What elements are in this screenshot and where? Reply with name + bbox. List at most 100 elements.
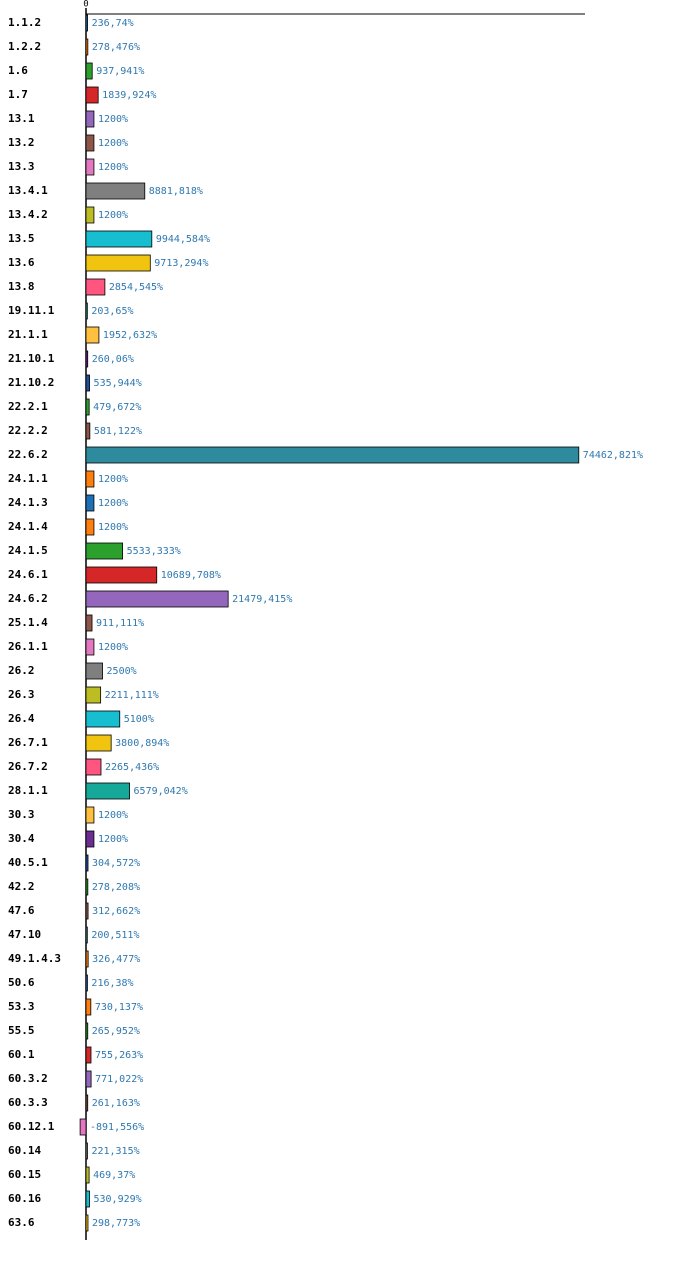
- value-label: 10689,708%: [161, 570, 221, 581]
- category-label: 60.3.2: [8, 1072, 48, 1085]
- value-label: 911,111%: [96, 618, 144, 629]
- category-label: 22.6.2: [8, 448, 48, 461]
- bar: [85, 854, 89, 872]
- category-label: 24.1.1: [8, 472, 48, 485]
- category-label: 42.2: [8, 880, 35, 893]
- category-label: 53.3: [8, 1000, 35, 1013]
- bar: [85, 542, 124, 560]
- value-label: 1200%: [98, 114, 128, 125]
- value-label: 2211,111%: [105, 690, 159, 701]
- bar: [85, 974, 88, 992]
- value-label: 216,38%: [91, 978, 133, 989]
- value-label: 771,022%: [95, 1074, 143, 1085]
- category-label: 60.16: [8, 1192, 41, 1205]
- category-label: 26.3: [8, 688, 35, 701]
- value-label: 937,941%: [96, 66, 144, 77]
- bar: [85, 782, 130, 800]
- category-label: 63.6: [8, 1216, 35, 1229]
- value-label: 479,672%: [93, 402, 141, 413]
- value-label: 581,122%: [94, 426, 142, 437]
- value-label: 1200%: [98, 642, 128, 653]
- bar: [85, 86, 99, 104]
- value-label: 1200%: [98, 474, 128, 485]
- bar: [85, 878, 89, 896]
- category-label: 25.1.4: [8, 616, 48, 629]
- bar: [85, 494, 95, 512]
- bar: [85, 182, 146, 200]
- value-label: 2500%: [107, 666, 137, 677]
- bar: [85, 134, 95, 152]
- value-label: 6579,042%: [134, 786, 188, 797]
- value-label: 74462,821%: [583, 450, 643, 461]
- bar: [85, 518, 95, 536]
- bar: [85, 158, 95, 176]
- category-label: 1.7: [8, 88, 28, 101]
- category-label: 1.1.2: [8, 16, 41, 29]
- value-label: 1952,632%: [103, 330, 157, 341]
- bar: [85, 1022, 89, 1040]
- bar: [85, 1142, 88, 1160]
- category-label: 21.10.1: [8, 352, 55, 365]
- value-label: 260,06%: [92, 354, 134, 365]
- value-label: 530,929%: [94, 1194, 142, 1205]
- bar: [85, 398, 90, 416]
- category-label: 24.6.2: [8, 592, 48, 605]
- category-label: 13.5: [8, 232, 35, 245]
- value-label: 1200%: [98, 810, 128, 821]
- category-label: 19.11.1: [8, 304, 55, 317]
- category-label: 1.6: [8, 64, 28, 77]
- bar: [85, 230, 153, 248]
- value-label: 278,476%: [92, 42, 140, 53]
- bar: [85, 38, 89, 56]
- value-label: 278,208%: [92, 882, 140, 893]
- bar: [85, 638, 95, 656]
- value-label: 326,477%: [92, 954, 140, 965]
- value-label: 730,137%: [95, 1002, 143, 1013]
- bar: [85, 1166, 90, 1184]
- value-label: 298,773%: [92, 1218, 140, 1229]
- bar: [85, 566, 158, 584]
- category-label: 60.12.1: [8, 1120, 55, 1133]
- bar: [85, 470, 95, 488]
- category-label: 50.6: [8, 976, 35, 989]
- category-label: 28.1.1: [8, 784, 48, 797]
- category-label: 13.3: [8, 160, 35, 173]
- value-label: 755,263%: [95, 1050, 143, 1061]
- category-label: 13.4.2: [8, 208, 48, 221]
- category-label: 26.1.1: [8, 640, 48, 653]
- value-label: 200,511%: [91, 930, 139, 941]
- value-label: 5533,333%: [127, 546, 181, 557]
- value-label: 2854,545%: [109, 282, 163, 293]
- value-label: 221,315%: [91, 1146, 139, 1157]
- value-label: 1200%: [98, 522, 128, 533]
- bar: [85, 614, 93, 632]
- bar: [85, 422, 91, 440]
- value-label: 1200%: [98, 138, 128, 149]
- bar: [85, 1070, 92, 1088]
- bar: [85, 302, 88, 320]
- category-label: 60.1: [8, 1048, 35, 1061]
- category-label: 26.4: [8, 712, 35, 725]
- value-label: 1200%: [98, 210, 128, 221]
- value-label: 236,74%: [92, 18, 134, 29]
- bar: [85, 1214, 89, 1232]
- value-label: 8881,818%: [149, 186, 203, 197]
- category-label: 21.1.1: [8, 328, 48, 341]
- bar: [85, 710, 121, 728]
- bar: [79, 1118, 87, 1136]
- category-label: 60.14: [8, 1144, 41, 1157]
- value-label: 3800,894%: [115, 738, 169, 749]
- value-label: 265,952%: [92, 1026, 140, 1037]
- bar: [85, 758, 102, 776]
- value-label: 535,944%: [94, 378, 142, 389]
- category-label: 24.6.1: [8, 568, 48, 581]
- bar: [85, 278, 106, 296]
- category-label: 60.15: [8, 1168, 41, 1181]
- category-label: 47.6: [8, 904, 35, 917]
- value-label: 21479,415%: [232, 594, 292, 605]
- category-label: 13.1: [8, 112, 35, 125]
- category-label: 24.1.4: [8, 520, 48, 533]
- bar: [85, 446, 580, 464]
- bar: [85, 206, 95, 224]
